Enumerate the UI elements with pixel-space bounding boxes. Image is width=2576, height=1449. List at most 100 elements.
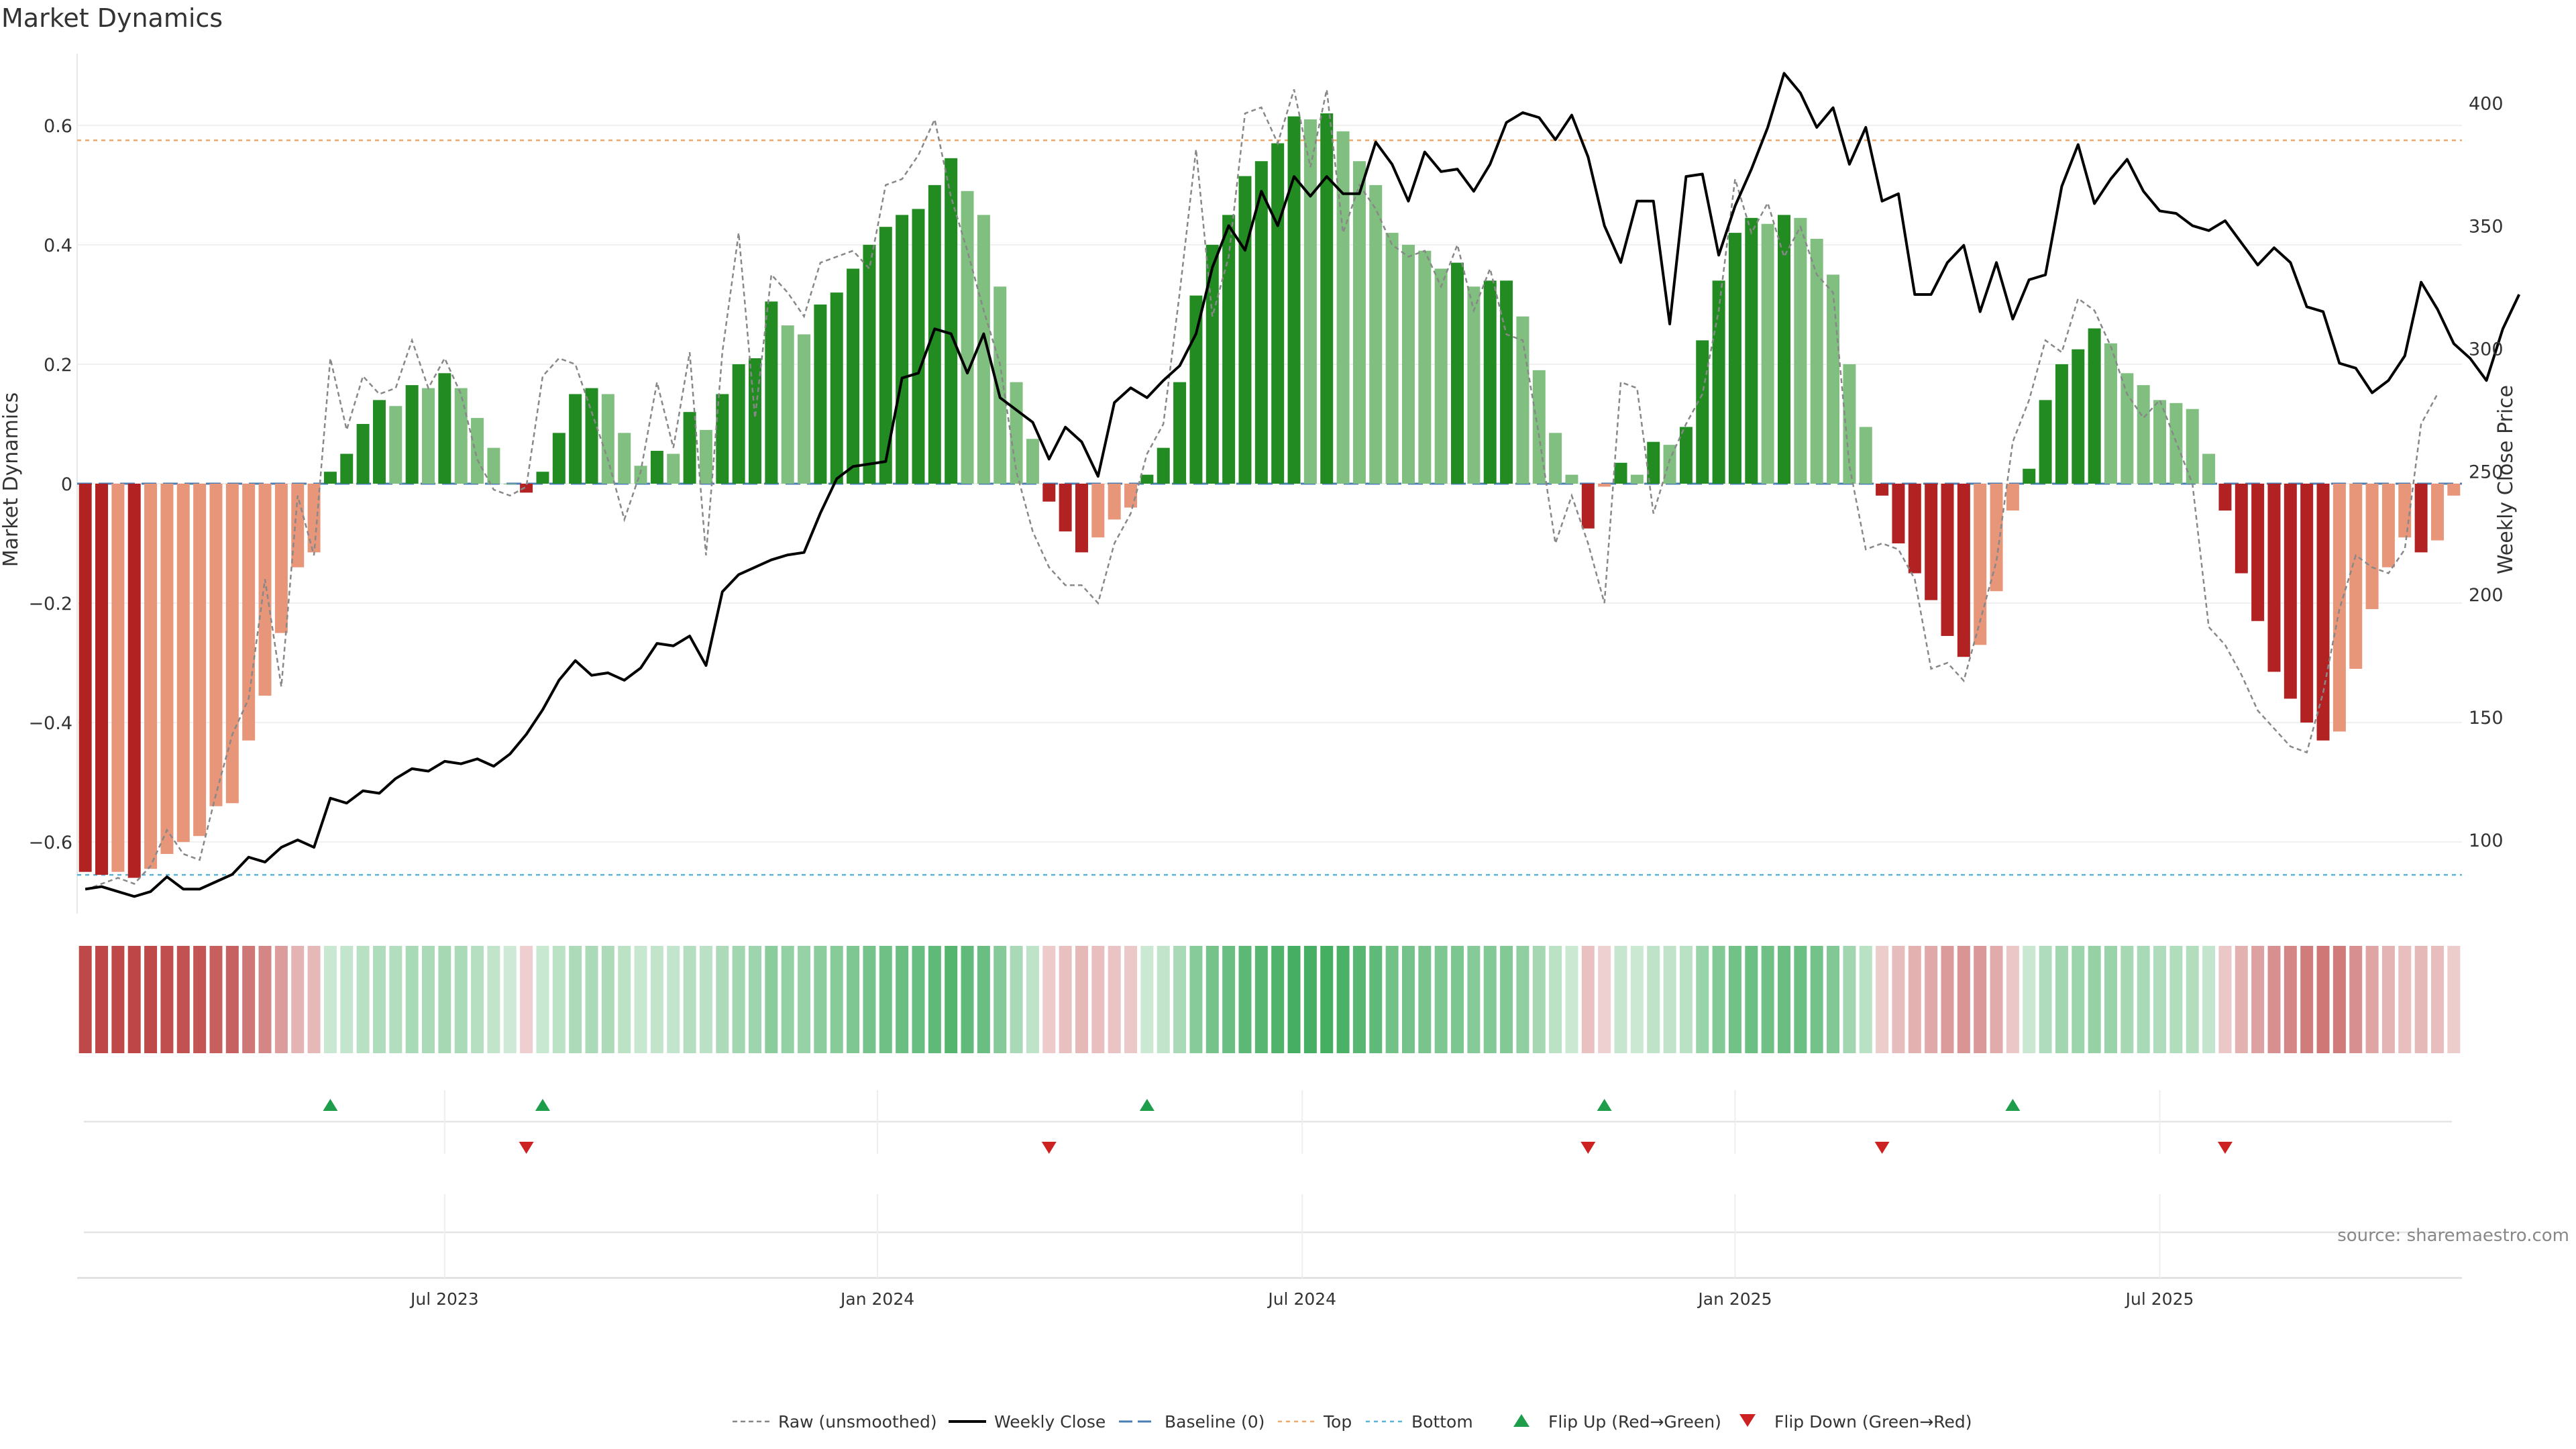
dynamics-bar [1876, 484, 1889, 496]
regime-cell [78, 946, 92, 1053]
regime-cell [1108, 946, 1121, 1053]
reference-lines [77, 139, 2462, 876]
flip-up-marker [1139, 1099, 1155, 1111]
regime-cell [1892, 946, 1905, 1053]
dynamics-bar [2349, 484, 2363, 669]
dynamics-bar [1794, 217, 1807, 484]
dynamics-bar [144, 484, 158, 869]
dynamics-bar [1630, 474, 1644, 484]
dynamics-bar [1647, 441, 1660, 484]
regime-cell [2365, 946, 2379, 1053]
dynamics-bar [798, 334, 811, 484]
regime-cell [1451, 946, 1464, 1053]
dynamics-bar [683, 412, 696, 484]
regime-cell [1124, 946, 1138, 1053]
regime-cell [1761, 946, 1774, 1053]
regime-cell [1222, 946, 1236, 1053]
dynamics-bar [389, 406, 402, 484]
dynamics-bar [1663, 445, 1676, 484]
regime-cell [601, 946, 614, 1053]
regime-cell [2398, 946, 2412, 1053]
dynamics-bar [928, 184, 941, 484]
regime-cell [1352, 946, 1366, 1053]
regime-cell [2186, 946, 2199, 1053]
regime-cell [569, 946, 582, 1053]
dynamics-bar [1745, 217, 1758, 484]
regime-cell [356, 946, 370, 1053]
regime-cell [1059, 946, 1072, 1053]
dynamics-bar [2121, 373, 2134, 484]
regime-cell [1581, 946, 1595, 1053]
dynamics-bar [1287, 116, 1301, 484]
dynamics-bar [2235, 484, 2248, 574]
legend-swatch [1739, 1414, 1756, 1427]
regime-cell [977, 946, 990, 1053]
dynamics-bar [2332, 484, 2346, 732]
regime-cell [111, 946, 125, 1053]
regime-cell [2316, 946, 2330, 1053]
regime-cell [896, 946, 909, 1053]
regime-cell [2023, 946, 2036, 1053]
legend-label: Raw (unsmoothed) [778, 1412, 937, 1432]
dynamics-bar [438, 373, 451, 484]
dynamics-bar [1549, 433, 1562, 484]
dynamics-bar [111, 484, 125, 872]
dynamics-bar [1434, 268, 1448, 484]
dynamics-bar [1140, 474, 1154, 484]
regime-cell [798, 946, 811, 1053]
dynamics-bar [1761, 223, 1774, 484]
dynamics-bar [1810, 238, 1823, 484]
regime-cell [2430, 946, 2444, 1053]
regime-cell [1647, 946, 1660, 1053]
dynamics-bar [569, 394, 582, 484]
regime-cell [2235, 946, 2248, 1053]
legend-label: Bottom [1411, 1412, 1473, 1432]
legend-item-flipdown: Flip Down (Green→Red) [1739, 1412, 1972, 1432]
regime-cell [716, 946, 729, 1053]
regime-cell [258, 946, 272, 1053]
dynamics-bar [225, 484, 239, 804]
dynamics-bar [1254, 161, 1268, 484]
regime-cell [2153, 946, 2167, 1053]
dynamics-bar [879, 227, 892, 484]
dynamics-bar [2137, 385, 2150, 484]
y-tick-label: 0 [61, 474, 72, 495]
regime-cell [405, 946, 419, 1053]
regime-cell [863, 946, 876, 1053]
regime-cell [1238, 946, 1252, 1053]
regime-cell [1303, 946, 1317, 1053]
source-note: source: sharemaestro.com [2337, 1226, 2569, 1246]
dynamics-bar [1728, 233, 1741, 484]
dynamics-bar [847, 268, 860, 484]
chart-title: Market Dynamics [1, 3, 223, 33]
regime-cell [765, 946, 778, 1053]
dynamics-bar [1026, 439, 1039, 484]
raw-unsmoothed-line [85, 89, 2438, 891]
dynamics-bar [1303, 119, 1317, 484]
regime-cell [1140, 946, 1154, 1053]
raw-line-layer [85, 89, 2438, 891]
dynamics-bar [1157, 447, 1170, 484]
regime-cell [1026, 946, 1039, 1053]
regime-cell [1271, 946, 1285, 1053]
dynamics-bar [1778, 215, 1790, 484]
dynamics-bar [552, 433, 566, 484]
regime-cell [650, 946, 663, 1053]
dynamics-bar [1598, 484, 1611, 487]
dynamics-bar [372, 400, 386, 484]
y-tick-label: 0.6 [44, 116, 72, 137]
legend-label: Flip Up (Red→Green) [1548, 1412, 1721, 1432]
dynamics-bar [340, 453, 354, 484]
dynamics-bar [1352, 161, 1366, 484]
dynamics-bar [1483, 280, 1497, 484]
regime-cell [1401, 946, 1415, 1053]
y-axis-label: Market Dynamics [0, 392, 23, 568]
dynamics-bar [487, 447, 500, 484]
dynamics-bar [242, 484, 256, 741]
dynamics-bar [2055, 364, 2068, 484]
dynamics-bar [863, 244, 876, 484]
regime-cell [1205, 946, 1219, 1053]
regime-cell [1467, 946, 1481, 1053]
dynamics-bar [634, 466, 647, 484]
x-tick-label: Jul 2025 [2125, 1289, 2194, 1309]
